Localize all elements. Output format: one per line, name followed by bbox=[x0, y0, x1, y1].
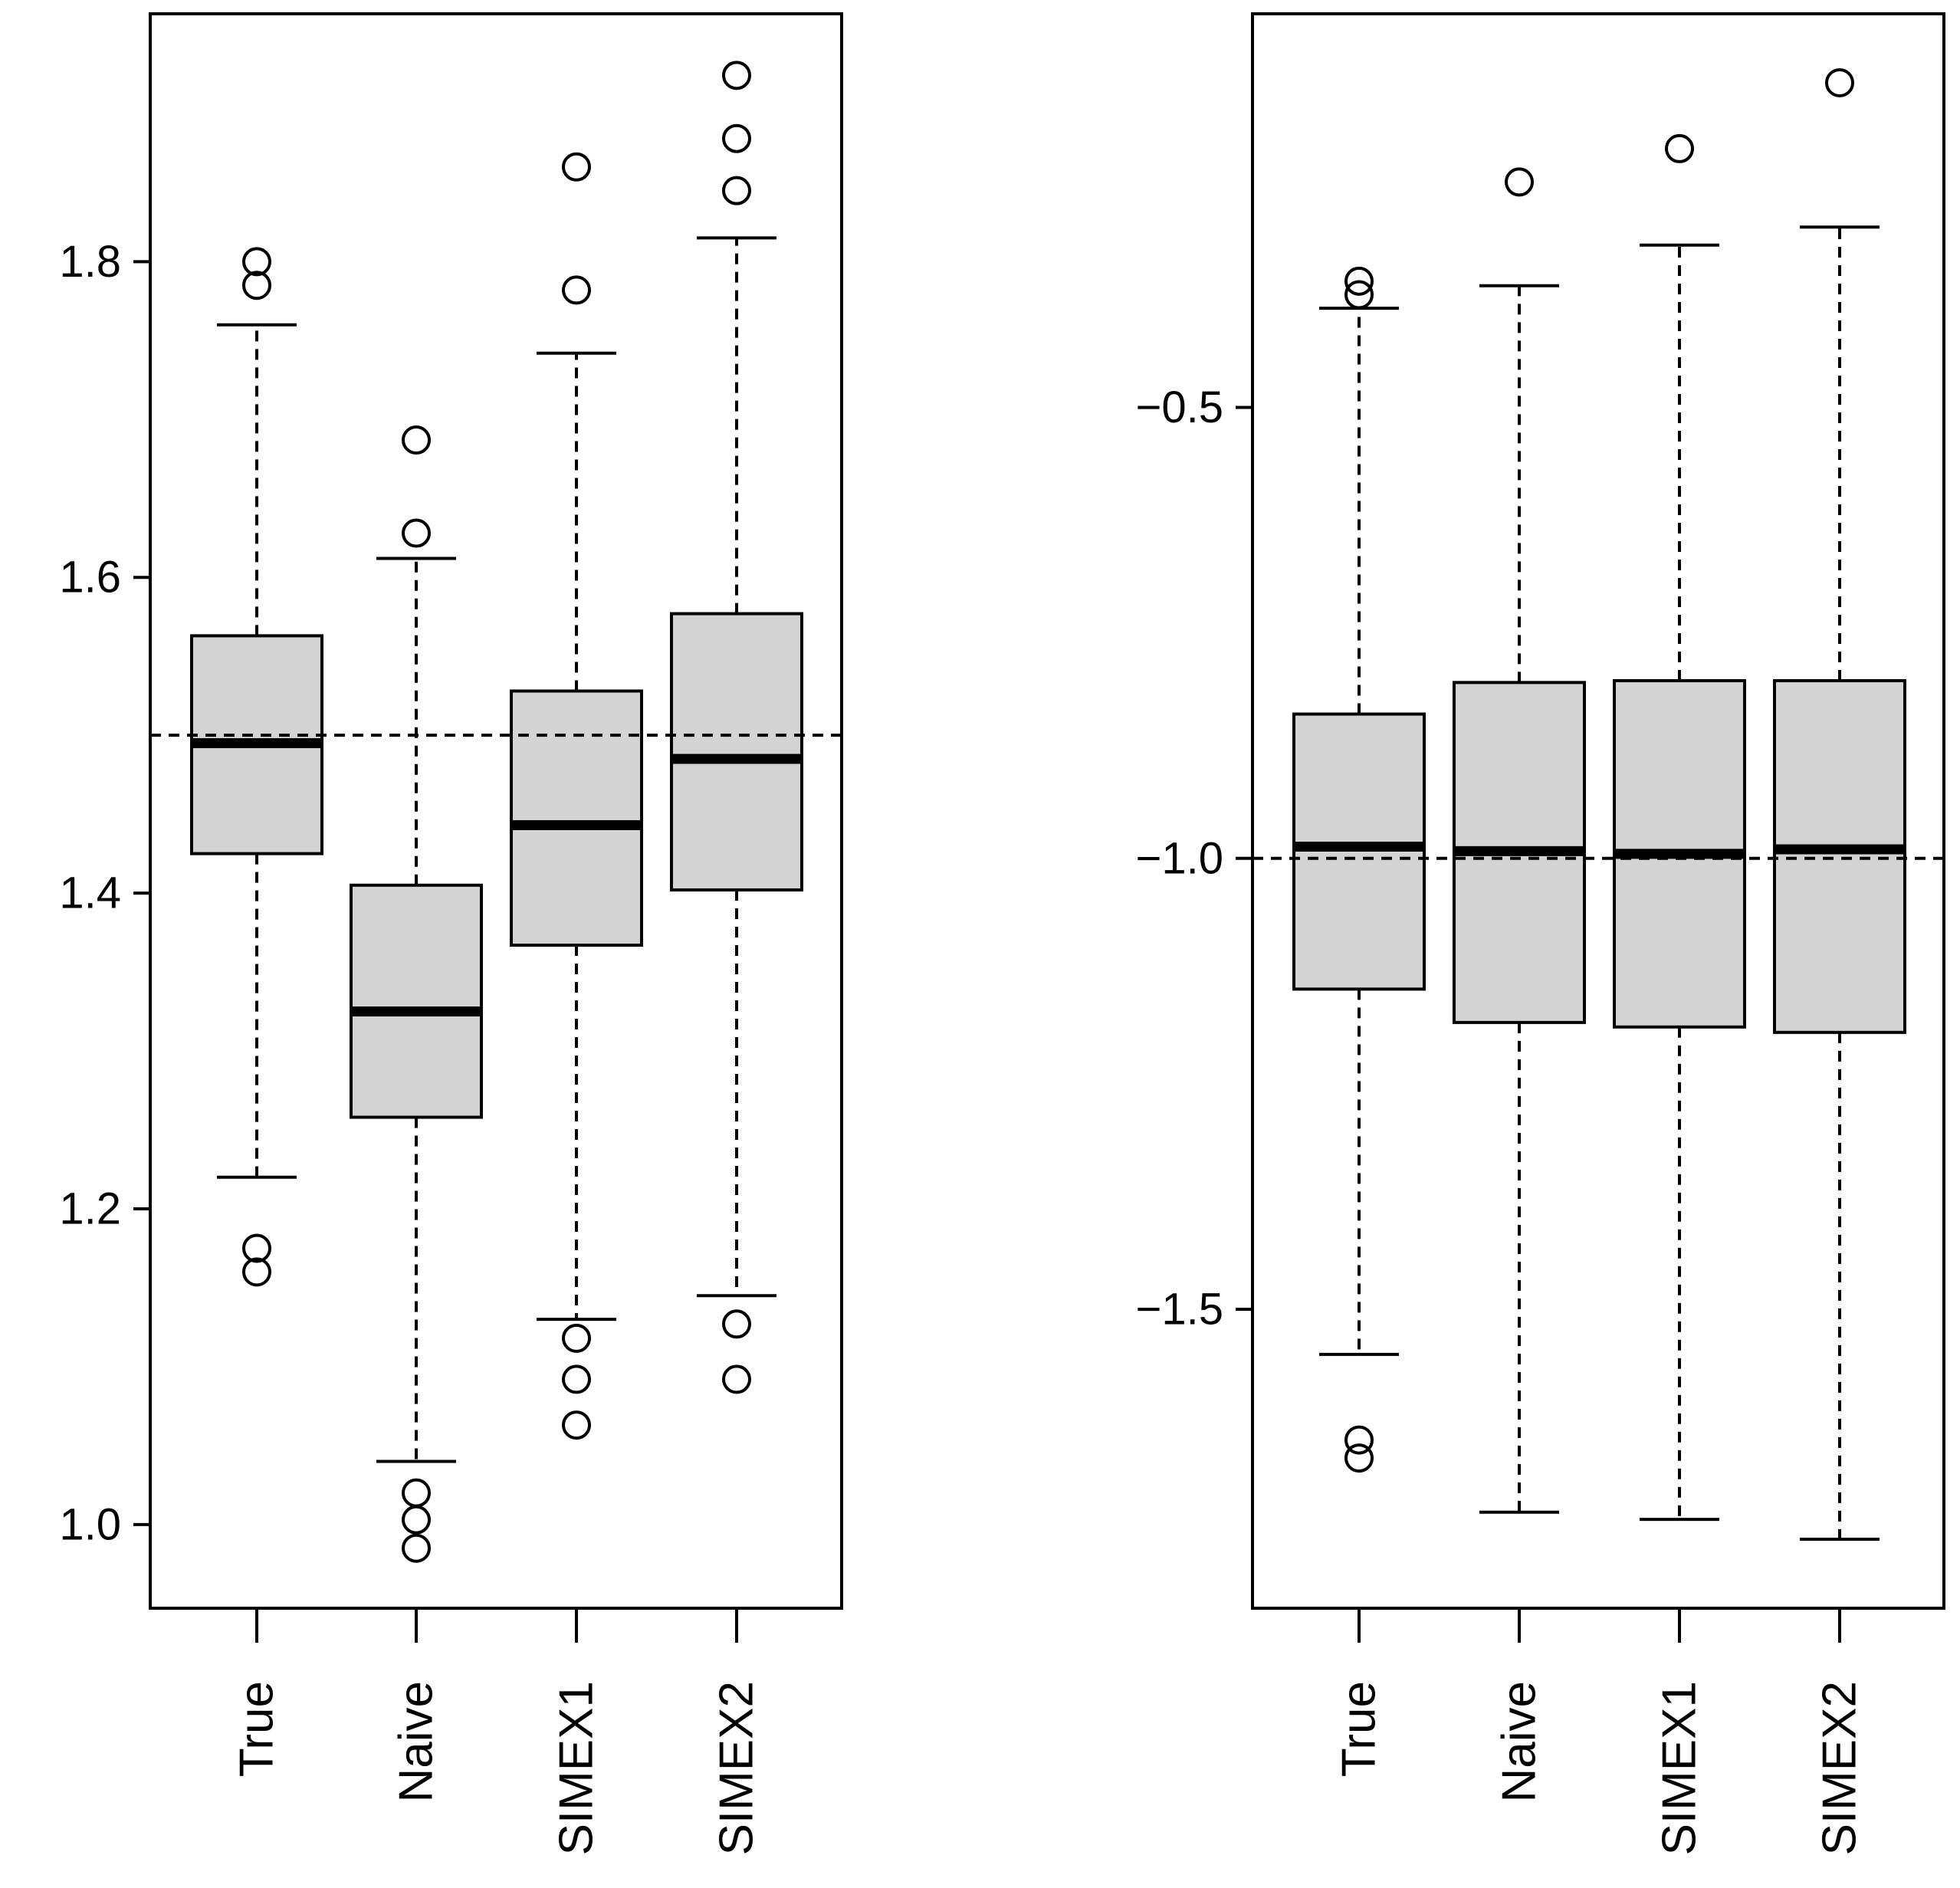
y-tick-label: −1.5 bbox=[1136, 1285, 1224, 1335]
outlier-point bbox=[402, 518, 431, 548]
x-tick-label-simex2: SIMEX2 bbox=[1814, 1681, 1866, 1855]
outlier-point bbox=[562, 275, 591, 305]
y-tick-label: −0.5 bbox=[1136, 383, 1224, 432]
outlier-point bbox=[1344, 280, 1374, 310]
right-boxplot-panel: −0.5 −1.0 −1.5 True Naive SIMEX1 SIMEX2 bbox=[1136, 12, 1945, 1855]
x-tick-label-simex1: SIMEX1 bbox=[550, 1681, 603, 1855]
outlier-point bbox=[242, 1257, 271, 1287]
outlier-point bbox=[242, 271, 271, 300]
outlier-point bbox=[1825, 68, 1854, 97]
y-tick-label: 1.8 bbox=[59, 237, 121, 287]
box-simex1 bbox=[1613, 133, 1746, 1522]
outlier-point bbox=[722, 176, 751, 205]
plot-frame bbox=[149, 12, 843, 1610]
x-tick-label-simex1: SIMEX1 bbox=[1653, 1681, 1706, 1855]
outlier-point bbox=[402, 1505, 431, 1535]
iqr-box bbox=[670, 612, 803, 891]
y-tick-label: 1.2 bbox=[59, 1184, 121, 1233]
outlier-point bbox=[1505, 167, 1534, 197]
y-tick-label: 1.4 bbox=[59, 868, 121, 918]
plot-frame bbox=[1251, 12, 1945, 1610]
y-tick-label: 1.6 bbox=[59, 553, 121, 603]
outlier-point bbox=[722, 123, 751, 153]
outlier-point bbox=[562, 1410, 591, 1440]
outlier-point bbox=[242, 247, 271, 277]
outlier-point bbox=[722, 1309, 751, 1339]
outlier-point bbox=[722, 61, 751, 90]
outlier-point bbox=[402, 1533, 431, 1563]
box-true bbox=[190, 247, 323, 1287]
box-naive bbox=[350, 425, 483, 1563]
x-tick-label-naive: Naive bbox=[1493, 1681, 1546, 1803]
left-boxplot-panel: 1.0 1.2 1.4 1.6 1.8 True Naive SIMEX1 SIMEX2 bbox=[59, 12, 843, 1855]
iqr-box bbox=[510, 689, 643, 947]
outlier-point bbox=[1344, 1425, 1374, 1455]
iqr-box bbox=[350, 883, 483, 1119]
box-simex2 bbox=[1773, 68, 1906, 1541]
outlier-point bbox=[1344, 1443, 1374, 1473]
x-tick-label-true: True bbox=[1333, 1681, 1386, 1777]
box-simex2 bbox=[670, 61, 803, 1394]
outlier-point bbox=[402, 425, 431, 455]
outlier-point bbox=[722, 1364, 751, 1394]
iqr-box bbox=[1773, 679, 1906, 1034]
y-tick-label: 1.0 bbox=[59, 1499, 121, 1549]
y-tick-label: −1.0 bbox=[1136, 833, 1224, 883]
outlier-point bbox=[562, 152, 591, 182]
outlier-point bbox=[1344, 266, 1374, 296]
outlier-point bbox=[1665, 133, 1694, 163]
box-simex1 bbox=[510, 152, 643, 1440]
outlier-point bbox=[562, 1364, 591, 1394]
outlier-point bbox=[242, 1233, 271, 1263]
outlier-point bbox=[562, 1323, 591, 1353]
box-true bbox=[1292, 266, 1426, 1473]
x-tick-label-true: True bbox=[231, 1681, 284, 1777]
x-tick-label-simex2: SIMEX2 bbox=[711, 1681, 763, 1855]
box-naive bbox=[1453, 167, 1586, 1514]
x-tick-label-naive: Naive bbox=[390, 1681, 443, 1803]
